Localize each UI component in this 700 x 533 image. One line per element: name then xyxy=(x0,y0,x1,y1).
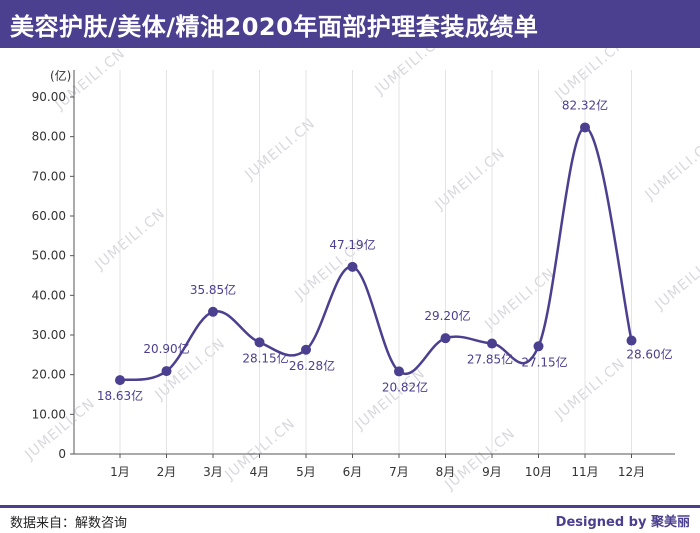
data-point-4 xyxy=(254,337,265,348)
data-points xyxy=(115,122,637,386)
x-tick-label: 6月 xyxy=(343,465,363,479)
x-tick-label: 9月 xyxy=(482,465,502,479)
data-point-12 xyxy=(626,335,637,346)
watermark-text: JUMEILI.CN xyxy=(442,425,519,493)
x-tick-label: 1月 xyxy=(110,465,130,479)
watermark-text: JUMEILI.CN xyxy=(352,365,429,433)
data-point-2 xyxy=(161,366,172,377)
data-point-9 xyxy=(487,338,497,349)
x-tick-label: 4月 xyxy=(250,465,270,479)
watermark-text: JUMEILI.CN xyxy=(432,145,509,213)
data-label-12: 28.60亿 xyxy=(626,347,672,362)
data-point-6 xyxy=(347,261,358,272)
y-tick-label: 30.00 xyxy=(32,328,66,342)
series-line xyxy=(119,126,633,382)
data-label-11: 82.32亿 xyxy=(562,97,608,112)
y-unit-label: (亿) xyxy=(50,68,71,83)
x-tick-label: 11月 xyxy=(571,465,598,479)
data-point-5 xyxy=(301,344,311,355)
y-tick-label: 40.00 xyxy=(32,288,66,302)
line-chart: JUMEILI.CN JUMEILI.CNJUMEILI.CNJUMEILI.CN… xyxy=(22,48,700,494)
y-tick-label: 70.00 xyxy=(32,169,66,183)
designer-credit: Designed by 聚美丽 xyxy=(555,515,690,530)
y-tick-label: 50.00 xyxy=(32,249,66,263)
data-point-11 xyxy=(580,122,590,133)
data-label-3: 35.85亿 xyxy=(190,282,236,297)
watermark-text: JUMEILI.CN xyxy=(552,48,629,104)
watermark-text: JUMEILI.CN xyxy=(92,205,169,273)
watermark-text: JUMEILI.CN xyxy=(372,48,449,99)
y-tick-label: 90.00 xyxy=(32,90,66,104)
data-label-7: 20.82亿 xyxy=(382,379,428,394)
x-axis: 1月 2月 3月 4月 5月 6月 7月 8月 9月 10月 11月 12月 xyxy=(74,453,675,479)
data-label-8: 29.20亿 xyxy=(424,308,470,323)
watermark-text: JUMEILI.CN xyxy=(242,115,319,183)
data-label-2: 20.90亿 xyxy=(143,341,189,356)
grid-lines xyxy=(119,70,632,454)
data-point-8 xyxy=(440,333,451,344)
x-tick-label: 5月 xyxy=(296,465,316,479)
y-tick-label: 60.00 xyxy=(32,209,66,223)
x-tick-label: 8月 xyxy=(436,465,456,479)
data-label-4: 28.15亿 xyxy=(242,350,288,365)
x-tick-label: 2月 xyxy=(157,465,177,479)
chart-title: 美容护肤/美体/精油2020年面部护理套装成绩单 xyxy=(10,12,539,41)
data-label-1: 18.63亿 xyxy=(97,388,143,403)
watermark-layer: JUMEILI.CN JUMEILI.CNJUMEILI.CNJUMEILI.CN… xyxy=(22,48,700,494)
y-tick-label: 20.00 xyxy=(32,368,66,382)
data-point-7 xyxy=(394,366,404,377)
y-tick-label: 0 xyxy=(58,447,66,461)
data-label-10: 27.15亿 xyxy=(521,354,567,369)
data-point-3 xyxy=(208,306,218,317)
x-tick-label: 3月 xyxy=(203,465,223,479)
y-tick-label: 10.00 xyxy=(32,407,66,421)
data-label-9: 27.85亿 xyxy=(467,352,513,367)
x-tick-label: 7月 xyxy=(389,465,409,479)
footer-divider xyxy=(0,505,700,508)
x-tick-label: 12月 xyxy=(618,465,645,479)
data-point-1 xyxy=(115,375,125,386)
watermark-text: JUMEILI.CN xyxy=(482,265,559,333)
data-point-10 xyxy=(533,341,544,352)
data-label-6: 47.19亿 xyxy=(329,237,375,252)
data-source: 数据来自：解数咨询 xyxy=(10,516,128,531)
data-label-5: 26.28亿 xyxy=(289,358,335,373)
y-axis: (亿) 0 10.00 20.00 30.00 40.00 50.00 60.00 70.00 8… xyxy=(32,68,75,461)
watermark-text: JUMEILI.CN xyxy=(642,135,700,203)
title-bar: 美容护肤/美体/精油2020年面部护理套装成绩单 xyxy=(0,0,700,48)
x-tick-label: 10月 xyxy=(525,465,552,479)
y-tick-label: 80.00 xyxy=(32,130,66,144)
watermark-text: JUMEILI.CN xyxy=(652,245,700,313)
